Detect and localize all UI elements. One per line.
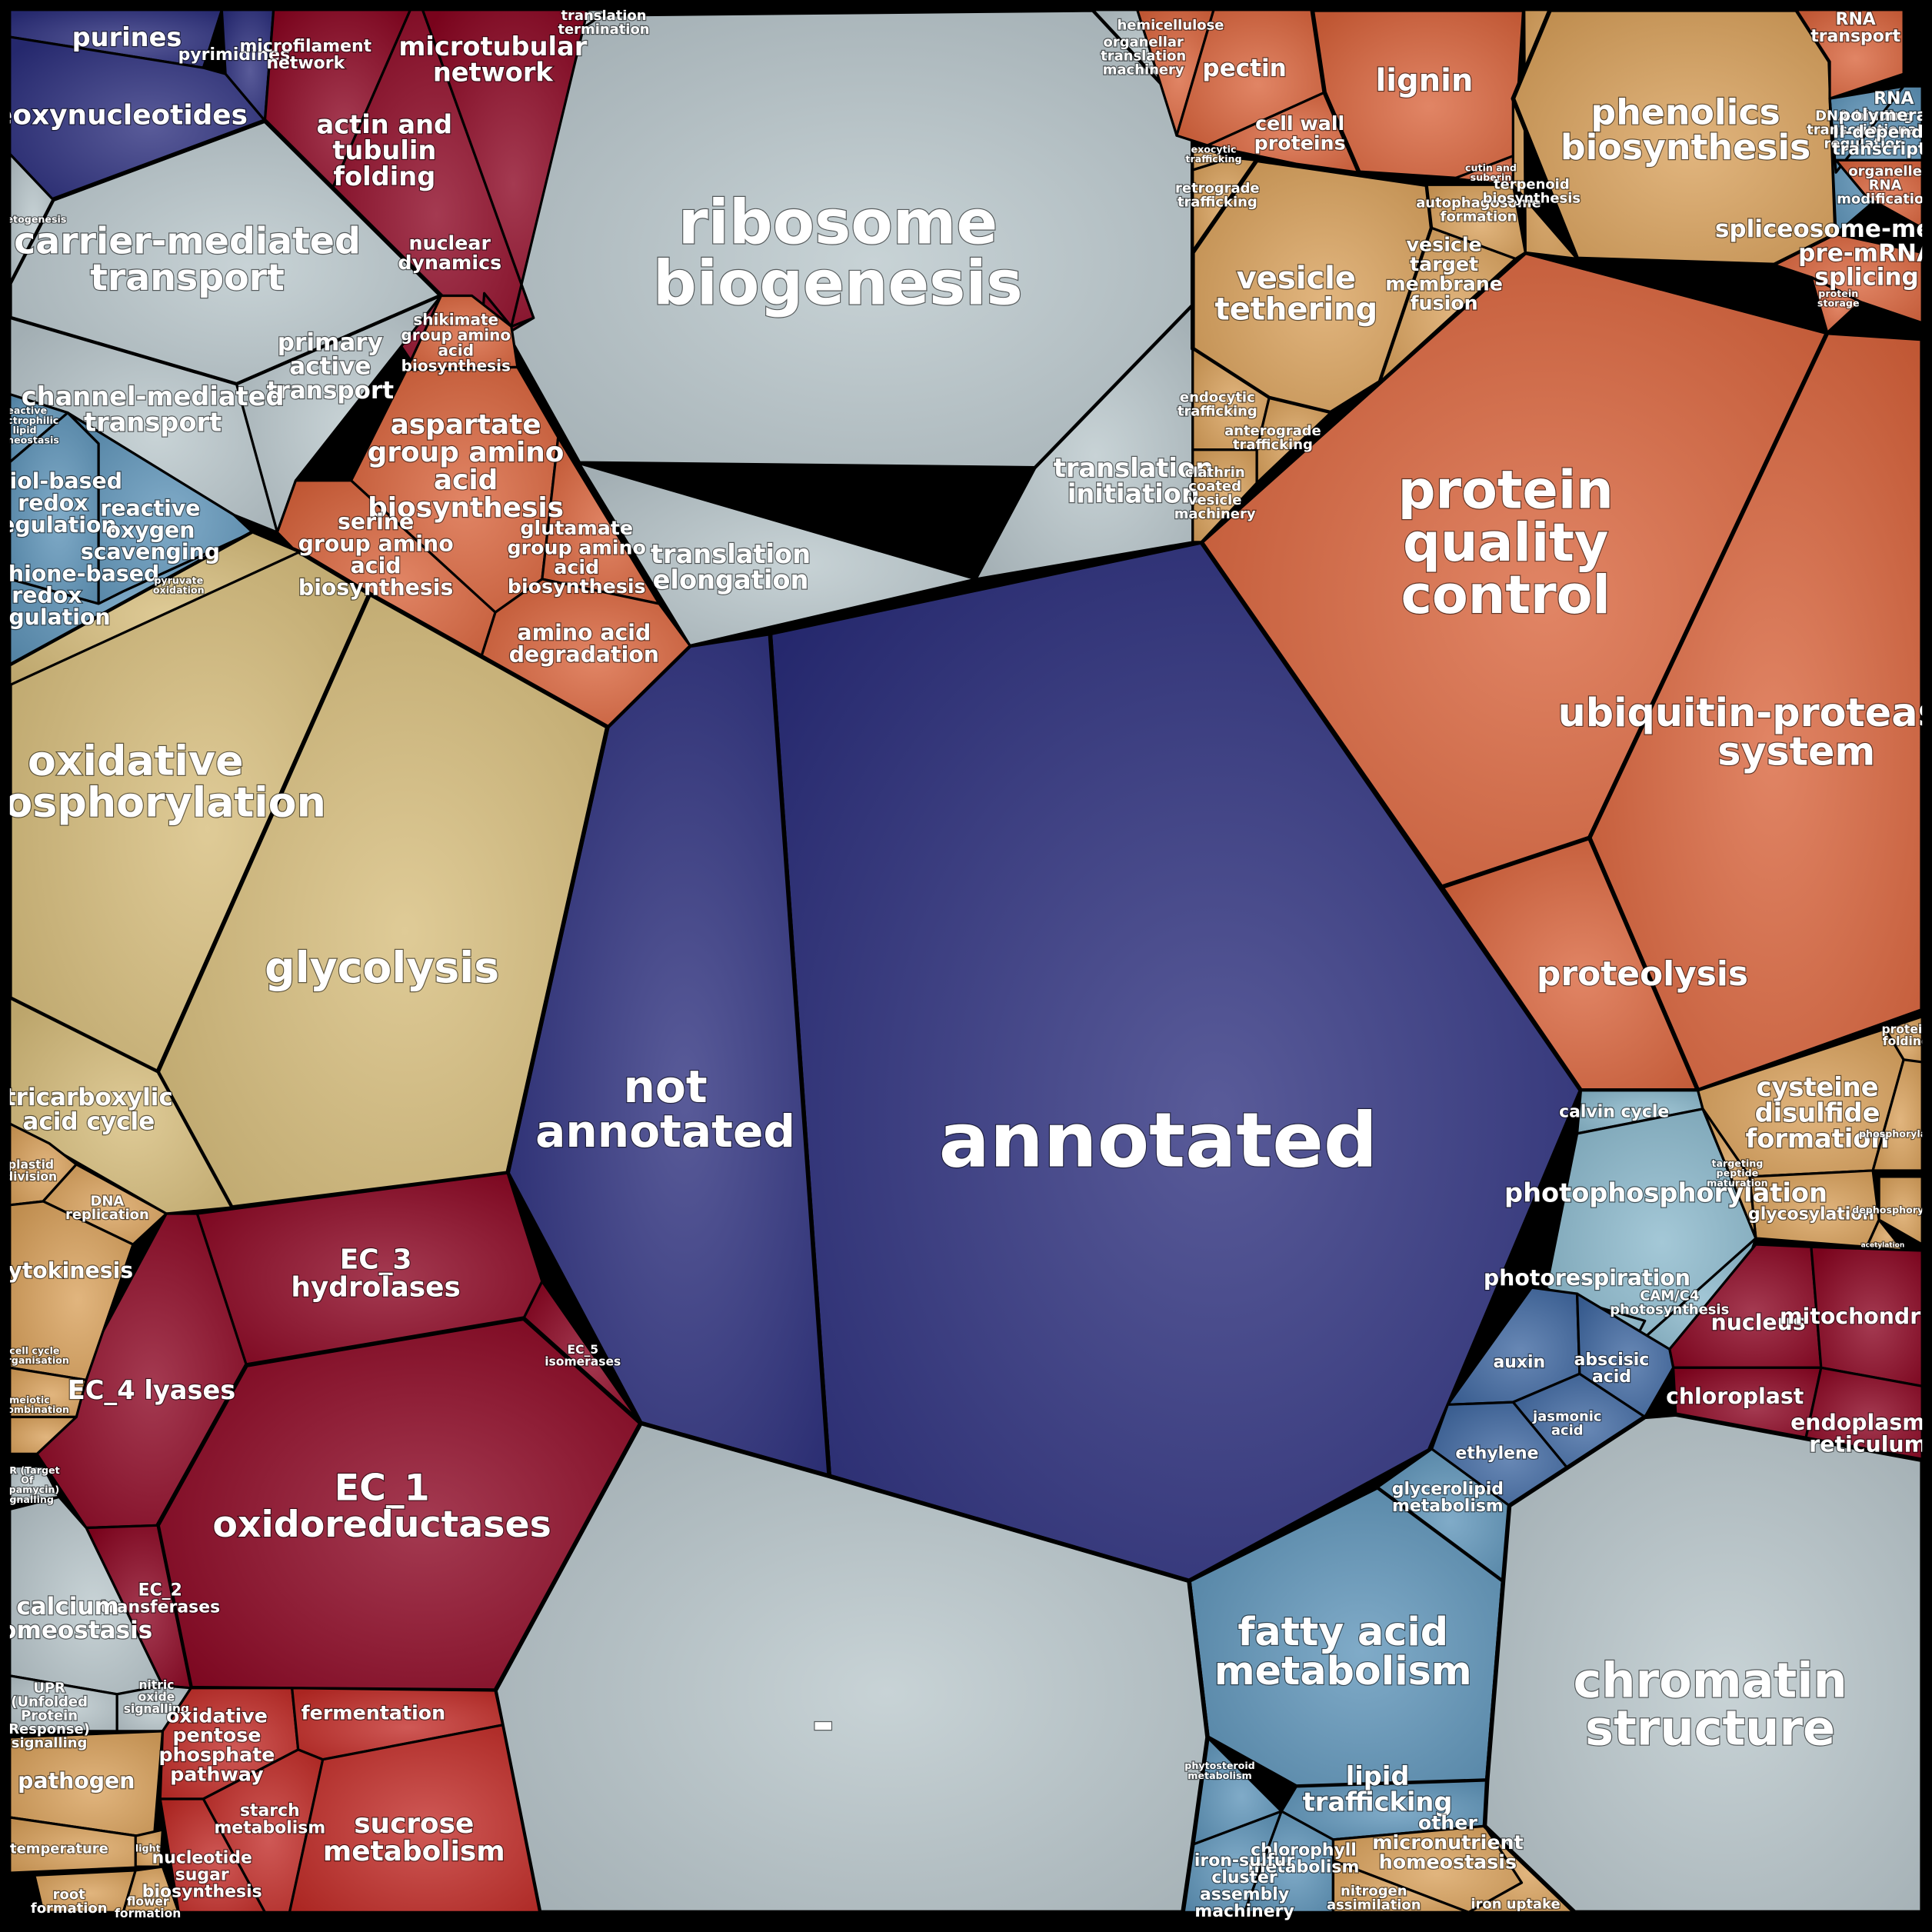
cell-nucleotide-sugar-biosynthesis[interactable] <box>158 1797 267 1914</box>
cell-mitochondrion[interactable] <box>1810 1245 1924 1387</box>
cell-ubiquitin-proteasome-system[interactable] <box>1587 330 1924 1093</box>
cell-protein-storage[interactable] <box>1810 275 1862 335</box>
cell-targeting-peptide-maturation[interactable] <box>1701 1108 1757 1240</box>
cell-ribosome-biogenesis[interactable] <box>481 8 1195 471</box>
cell-shikimate-group-aa[interactable] <box>405 294 519 371</box>
cell-chromatin-structure[interactable] <box>1482 1412 1924 1915</box>
cell-clathrin-coated-vesicle-machinery[interactable] <box>1191 448 1258 544</box>
cell-root-formation[interactable] <box>33 1869 137 1914</box>
cell-sucrose-metabolism[interactable] <box>288 1724 541 1914</box>
cell-autophagosome-formation[interactable] <box>1425 183 1527 261</box>
cell-glycosylation[interactable] <box>1748 1169 1880 1248</box>
cell-abscisic-acid[interactable] <box>1576 1292 1675 1418</box>
cell-translation-elongation[interactable] <box>578 461 978 648</box>
cells-layer <box>8 8 1924 1915</box>
cell-light[interactable] <box>134 1828 165 1868</box>
cell-nitrogen-assimilation[interactable] <box>1331 1859 1471 1914</box>
